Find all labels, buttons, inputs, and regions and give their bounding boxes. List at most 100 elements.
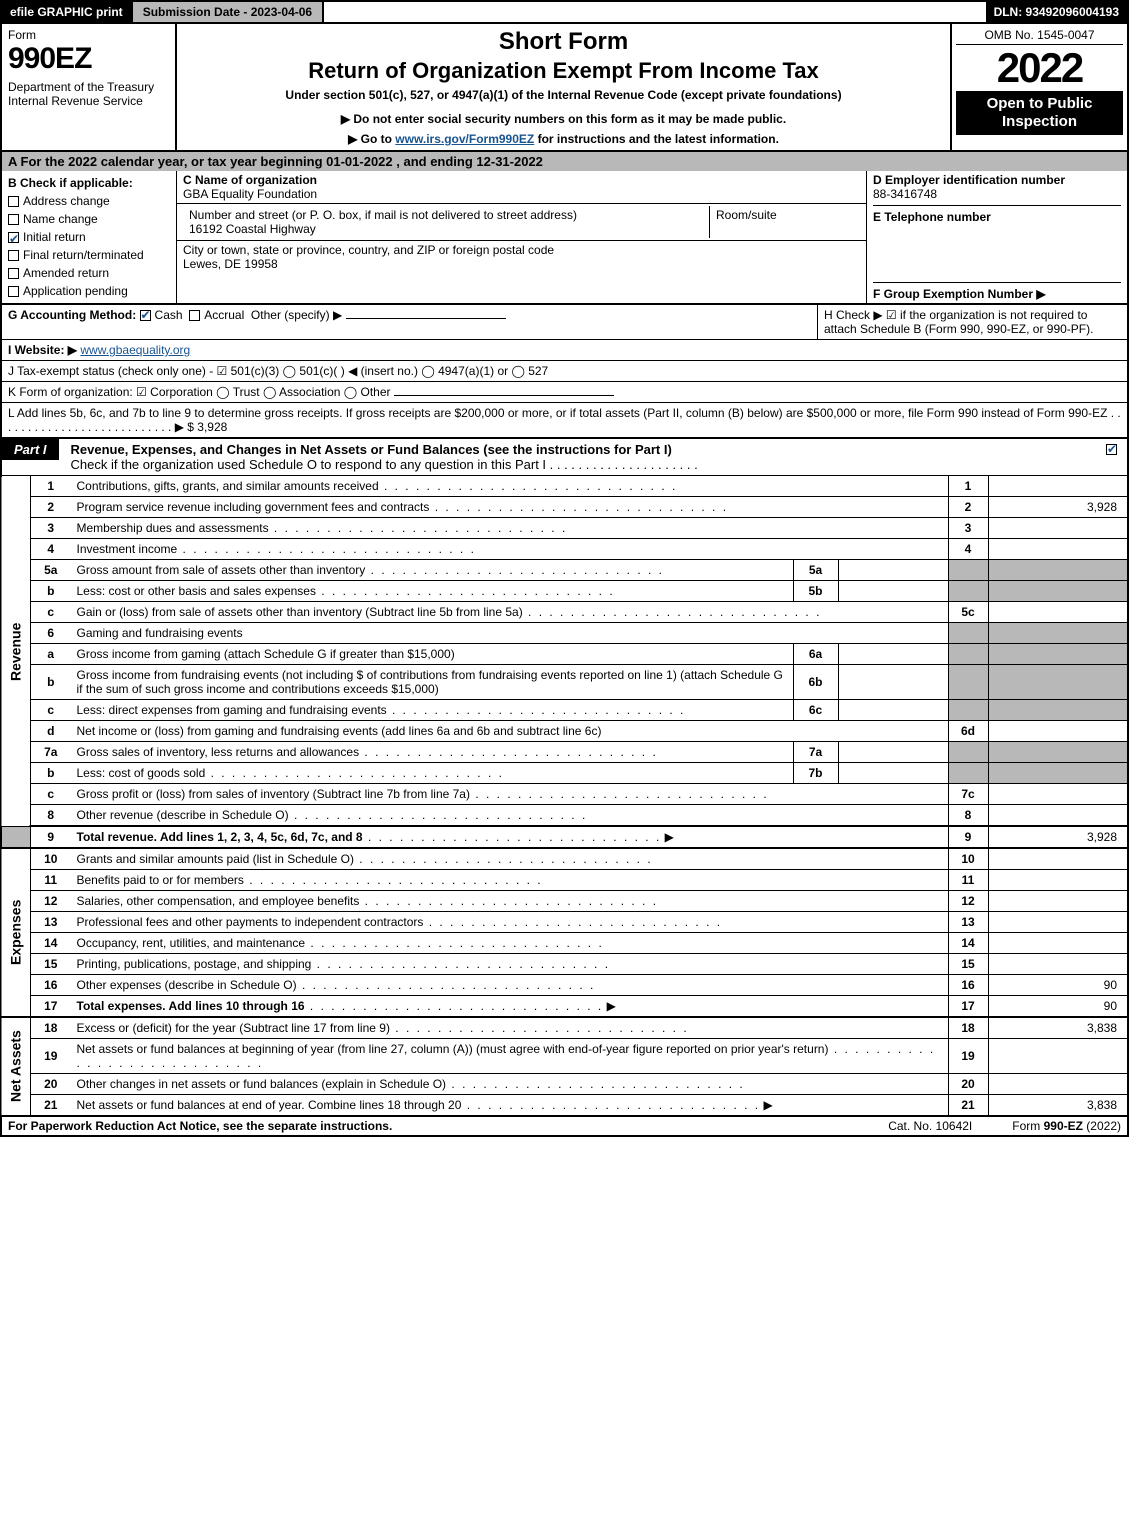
line-15: 15 Printing, publications, postage, and …: [1, 954, 1128, 975]
line-2: 2 Program service revenue including gove…: [1, 497, 1128, 518]
line-19: 19 Net assets or fund balances at beginn…: [1, 1039, 1128, 1074]
c-addr-lbl: Number and street (or P. O. box, if mail…: [189, 208, 577, 222]
footer-right: Form 990-EZ (2022): [1012, 1119, 1121, 1133]
line-10: Expenses 10 Grants and similar amounts p…: [1, 848, 1128, 870]
org-name: GBA Equality Foundation: [183, 187, 317, 201]
row-k-orgform: K Form of organization: ☑ Corporation ◯ …: [0, 382, 1129, 403]
b-item-2[interactable]: Initial return: [8, 228, 170, 246]
line-6b: b Gross income from fundraising events (…: [1, 665, 1128, 700]
line-20: 20 Other changes in net assets or fund b…: [1, 1074, 1128, 1095]
goto-line: ▶ Go to www.irs.gov/Form990EZ for instru…: [185, 132, 942, 146]
dln-label: DLN: 93492096004193: [986, 2, 1127, 22]
omb-number: OMB No. 1545-0047: [956, 26, 1123, 45]
c-room-lbl: Room/suite: [716, 208, 777, 222]
c-name-row: C Name of organization GBA Equality Foun…: [177, 171, 866, 204]
c-addr-row: Number and street (or P. O. box, if mail…: [177, 204, 866, 241]
return-title: Return of Organization Exempt From Incom…: [185, 58, 942, 84]
line-6c: c Less: direct expenses from gaming and …: [1, 700, 1128, 721]
submission-date: Submission Date - 2023-04-06: [131, 2, 324, 22]
b-item-3[interactable]: Final return/terminated: [8, 246, 170, 264]
header-right: OMB No. 1545-0047 2022 Open to Public In…: [952, 24, 1127, 150]
form-number: 990EZ: [8, 42, 169, 76]
line-5c: c Gain or (loss) from sale of assets oth…: [1, 602, 1128, 623]
e-lbl: E Telephone number: [873, 210, 991, 224]
row-l-gross: L Add lines 5b, 6c, and 7b to line 9 to …: [0, 403, 1129, 439]
k-text: K Form of organization: ☑ Corporation ◯ …: [8, 385, 391, 399]
form-header: Form 990EZ Department of the Treasury In…: [0, 24, 1129, 152]
b-item-4[interactable]: Amended return: [8, 264, 170, 282]
line-5b: b Less: cost or other basis and sales ex…: [1, 581, 1128, 602]
part1-tab: Part I: [2, 439, 59, 460]
c-city-row: City or town, state or province, country…: [177, 241, 866, 303]
goto-pre: ▶ Go to: [348, 132, 395, 146]
top-bar: efile GRAPHIC print Submission Date - 20…: [0, 0, 1129, 24]
topbar-spacer: [324, 2, 985, 22]
g-cash-cbx[interactable]: [140, 310, 151, 321]
line-14: 14 Occupancy, rent, utilities, and maint…: [1, 933, 1128, 954]
c-city-lbl: City or town, state or province, country…: [183, 243, 554, 257]
k-other-blank[interactable]: [394, 395, 614, 396]
netassets-side: Net Assets: [1, 1017, 31, 1116]
line-17: 17 Total expenses. Add lines 10 through …: [1, 996, 1128, 1018]
part1-table: Revenue 1 Contributions, gifts, grants, …: [0, 476, 1129, 1117]
part1-checkbox[interactable]: [1100, 439, 1127, 459]
row-gh: G Accounting Method: Cash Accrual Other …: [0, 305, 1129, 340]
g-accounting: G Accounting Method: Cash Accrual Other …: [2, 305, 817, 339]
under-section: Under section 501(c), 527, or 4947(a)(1)…: [185, 88, 942, 102]
g-label: G Accounting Method:: [8, 308, 136, 322]
part1-title: Revenue, Expenses, and Changes in Net As…: [67, 439, 1100, 475]
f-group: F Group Exemption Number ▶: [873, 283, 1121, 301]
c-addr: Number and street (or P. O. box, if mail…: [183, 206, 710, 238]
page-footer: For Paperwork Reduction Act Notice, see …: [0, 1117, 1129, 1137]
goto-post: for instructions and the latest informat…: [534, 132, 779, 146]
footer-left: For Paperwork Reduction Act Notice, see …: [8, 1119, 848, 1133]
f-lbl: F Group Exemption Number ▶: [873, 287, 1046, 301]
expenses-side: Expenses: [1, 848, 31, 1017]
line-11: 11 Benefits paid to or for members 11: [1, 870, 1128, 891]
b-item-0[interactable]: Address change: [8, 192, 170, 210]
part1-header: Part I Revenue, Expenses, and Changes in…: [0, 439, 1129, 476]
do-not-enter: ▶ Do not enter social security numbers o…: [185, 112, 942, 126]
d-val: 88-3416748: [873, 187, 937, 201]
tax-year: 2022: [956, 47, 1123, 89]
col-def: D Employer identification number 88-3416…: [867, 171, 1127, 303]
website-link[interactable]: www.gbaequality.org: [80, 343, 190, 357]
goto-link[interactable]: www.irs.gov/Form990EZ: [395, 132, 534, 146]
c-room: Room/suite: [710, 206, 860, 238]
g-accrual-cbx[interactable]: [189, 310, 200, 321]
line-6a: a Gross income from gaming (attach Sched…: [1, 644, 1128, 665]
d-ein: D Employer identification number 88-3416…: [873, 173, 1121, 206]
b-item-5[interactable]: Application pending: [8, 282, 170, 300]
line-9: 9 Total revenue. Add lines 1, 2, 3, 4, 5…: [1, 826, 1128, 848]
row-i-website: I Website: ▶ www.gbaequality.org: [0, 340, 1129, 361]
revenue-side: Revenue: [1, 476, 31, 826]
col-c: C Name of organization GBA Equality Foun…: [177, 171, 867, 303]
line-6d: d Net income or (loss) from gaming and f…: [1, 721, 1128, 742]
org-address: 16192 Coastal Highway: [189, 222, 316, 236]
row-j-status: J Tax-exempt status (check only one) - ☑…: [0, 361, 1129, 382]
d-lbl: D Employer identification number: [873, 173, 1065, 187]
line-18: Net Assets 18 Excess or (deficit) for th…: [1, 1017, 1128, 1039]
row-a-taxyear: A For the 2022 calendar year, or tax yea…: [0, 152, 1129, 171]
bcdef-block: B Check if applicable: Address change Na…: [0, 171, 1129, 305]
department-label: Department of the Treasury Internal Reve…: [8, 80, 169, 108]
line-13: 13 Professional fees and other payments …: [1, 912, 1128, 933]
g-other-blank[interactable]: [346, 318, 506, 319]
header-left: Form 990EZ Department of the Treasury In…: [2, 24, 177, 150]
line-5a: 5a Gross amount from sale of assets othe…: [1, 560, 1128, 581]
b-item-1[interactable]: Name change: [8, 210, 170, 228]
efile-label[interactable]: efile GRAPHIC print: [2, 2, 131, 22]
line-4: 4 Investment income 4: [1, 539, 1128, 560]
e-phone: E Telephone number: [873, 206, 1121, 283]
line-16: 16 Other expenses (describe in Schedule …: [1, 975, 1128, 996]
line-7b: b Less: cost of goods sold 7b: [1, 763, 1128, 784]
footer-center: Cat. No. 10642I: [848, 1119, 1012, 1133]
line-12: 12 Salaries, other compensation, and emp…: [1, 891, 1128, 912]
c-name-lbl: C Name of organization: [183, 173, 317, 187]
line-21: 21 Net assets or fund balances at end of…: [1, 1095, 1128, 1117]
b-label: B Check if applicable:: [8, 174, 170, 192]
line-7a: 7a Gross sales of inventory, less return…: [1, 742, 1128, 763]
open-to-public: Open to Public Inspection: [956, 91, 1123, 135]
col-b: B Check if applicable: Address change Na…: [2, 171, 177, 303]
h-check: H Check ▶ ☑ if the organization is not r…: [817, 305, 1127, 339]
